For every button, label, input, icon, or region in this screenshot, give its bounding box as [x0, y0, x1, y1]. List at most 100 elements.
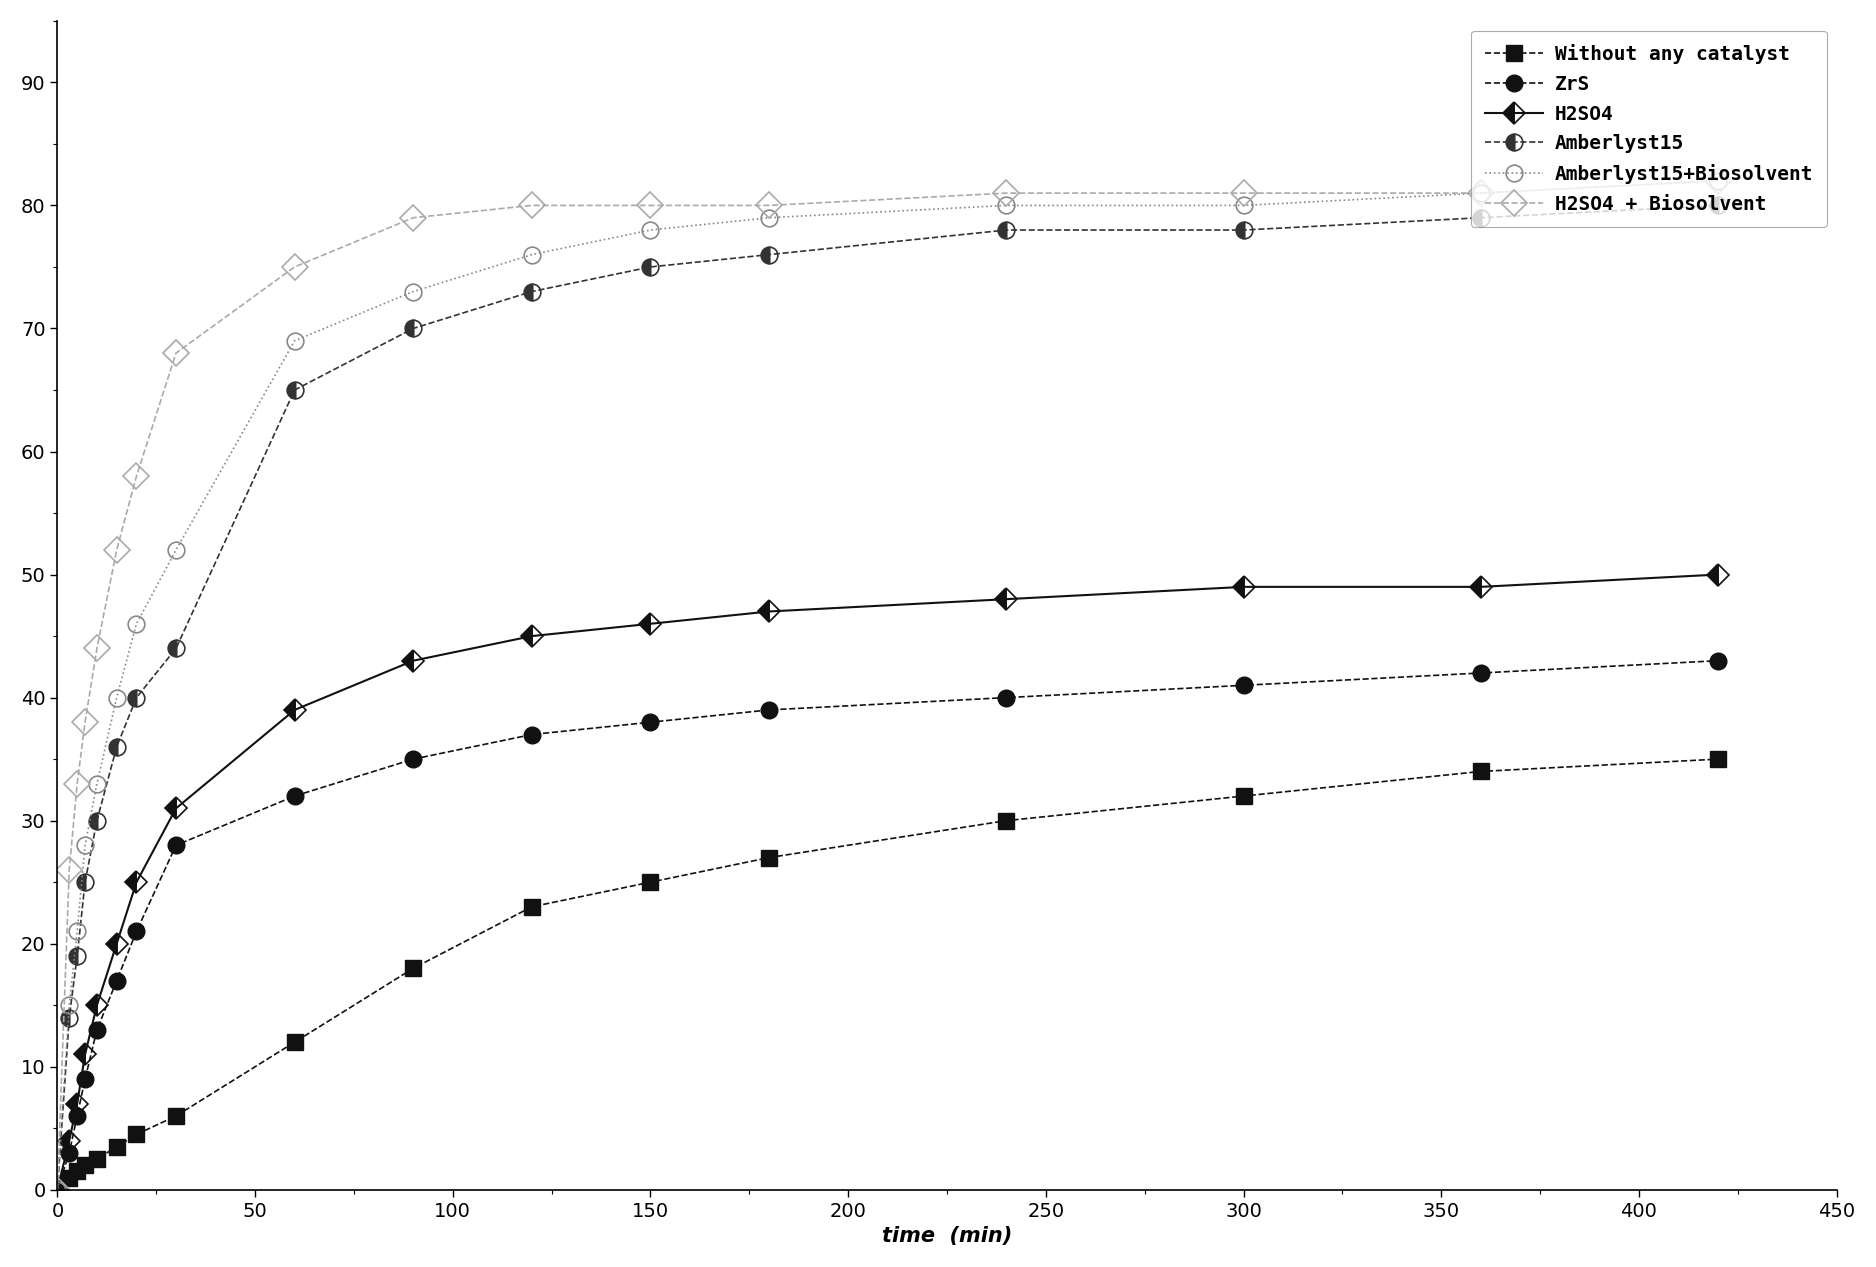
H2SO4 + Biosolvent — [401, 210, 424, 226]
Without any catalyst — [283, 1035, 306, 1050]
Amberlyst15+Biosolvent — [58, 997, 81, 1012]
Amberlyst15 — [522, 284, 544, 299]
Without any catalyst — [73, 1158, 96, 1173]
Without any catalyst — [640, 874, 662, 889]
Without any catalyst — [105, 1139, 128, 1154]
Amberlyst15 — [58, 1010, 81, 1025]
ZrS — [58, 1145, 81, 1161]
Line: H2SO4 + Biosolvent: H2SO4 + Biosolvent — [49, 172, 1728, 1199]
H2SO4 + Biosolvent — [283, 260, 306, 275]
Amberlyst15+Biosolvent — [73, 837, 96, 853]
H2SO4 — [165, 801, 188, 816]
H2SO4 — [994, 592, 1017, 607]
ZrS — [165, 837, 188, 853]
Without any catalyst — [126, 1126, 148, 1142]
H2SO4 — [1233, 579, 1255, 594]
Without any catalyst — [58, 1169, 81, 1185]
Without any catalyst — [66, 1164, 88, 1180]
Amberlyst15+Biosolvent — [283, 333, 306, 348]
H2SO4 — [283, 702, 306, 717]
ZrS — [73, 1072, 96, 1087]
H2SO4 — [758, 604, 780, 620]
Amberlyst15 — [758, 247, 780, 262]
Line: Without any catalyst: Without any catalyst — [51, 751, 1726, 1197]
Amberlyst15+Biosolvent — [66, 924, 88, 939]
H2SO4 + Biosolvent — [1707, 174, 1730, 189]
H2SO4 + Biosolvent — [640, 198, 662, 213]
ZrS — [401, 751, 424, 767]
Amberlyst15+Biosolvent — [105, 691, 128, 706]
Amberlyst15+Biosolvent — [401, 284, 424, 299]
H2SO4 + Biosolvent — [522, 198, 544, 213]
H2SO4 + Biosolvent — [165, 346, 188, 361]
H2SO4 + Biosolvent — [66, 777, 88, 792]
Amberlyst15+Biosolvent — [126, 616, 148, 631]
Amberlyst15 — [126, 691, 148, 706]
Amberlyst15 — [640, 260, 662, 275]
H2SO4 + Biosolvent — [105, 542, 128, 557]
ZrS — [1707, 653, 1730, 668]
ZrS — [1469, 665, 1491, 680]
H2SO4 — [66, 1096, 88, 1111]
Without any catalyst — [47, 1182, 69, 1197]
Without any catalyst — [994, 813, 1017, 829]
Without any catalyst — [522, 900, 544, 915]
H2SO4 — [73, 1047, 96, 1062]
H2SO4 — [47, 1182, 69, 1197]
Amberlyst15+Biosolvent — [165, 542, 188, 557]
H2SO4 + Biosolvent — [1233, 185, 1255, 200]
ZrS — [994, 691, 1017, 706]
Amberlyst15 — [283, 383, 306, 398]
Amberlyst15 — [165, 641, 188, 656]
ZrS — [86, 1022, 109, 1038]
H2SO4 — [1707, 566, 1730, 582]
H2SO4 — [1469, 579, 1491, 594]
Amberlyst15+Biosolvent — [640, 223, 662, 238]
Line: Amberlyst15: Amberlyst15 — [49, 198, 1726, 1199]
ZrS — [1233, 678, 1255, 693]
Amberlyst15+Biosolvent — [1233, 198, 1255, 213]
Amberlyst15 — [1233, 223, 1255, 238]
Legend: Without any catalyst, ZrS, H2SO4, Amberlyst15, Amberlyst15+Biosolvent, H2SO4 + B: Without any catalyst, ZrS, H2SO4, Amberl… — [1471, 30, 1827, 227]
Amberlyst15+Biosolvent — [758, 210, 780, 226]
Amberlyst15+Biosolvent — [86, 777, 109, 792]
H2SO4 — [401, 653, 424, 668]
Amberlyst15 — [86, 813, 109, 829]
H2SO4 + Biosolvent — [73, 715, 96, 730]
Without any catalyst — [1233, 788, 1255, 803]
H2SO4 + Biosolvent — [1469, 185, 1491, 200]
Without any catalyst — [165, 1109, 188, 1124]
H2SO4 + Biosolvent — [758, 198, 780, 213]
Amberlyst15 — [1469, 210, 1491, 226]
H2SO4 + Biosolvent — [58, 863, 81, 878]
Line: Amberlyst15+Biosolvent: Amberlyst15+Biosolvent — [49, 172, 1726, 1199]
Without any catalyst — [86, 1152, 109, 1167]
Without any catalyst — [1469, 764, 1491, 779]
Amberlyst15+Biosolvent — [994, 198, 1017, 213]
Without any catalyst — [401, 960, 424, 976]
H2SO4 — [522, 628, 544, 644]
Without any catalyst — [1707, 751, 1730, 767]
ZrS — [47, 1182, 69, 1197]
ZrS — [105, 973, 128, 988]
H2SO4 — [640, 616, 662, 631]
Without any catalyst — [758, 850, 780, 865]
Amberlyst15+Biosolvent — [1469, 185, 1491, 200]
ZrS — [758, 702, 780, 717]
Amberlyst15+Biosolvent — [1707, 174, 1730, 189]
H2SO4 — [86, 997, 109, 1012]
Amberlyst15+Biosolvent — [522, 247, 544, 262]
Line: H2SO4: H2SO4 — [51, 566, 1726, 1197]
Amberlyst15+Biosolvent — [47, 1182, 69, 1197]
H2SO4 — [105, 936, 128, 952]
Amberlyst15 — [47, 1182, 69, 1197]
ZrS — [283, 788, 306, 803]
ZrS — [66, 1109, 88, 1124]
ZrS — [126, 924, 148, 939]
H2SO4 + Biosolvent — [47, 1182, 69, 1197]
Amberlyst15 — [401, 321, 424, 336]
X-axis label: time  (min): time (min) — [882, 1226, 1013, 1247]
H2SO4 + Biosolvent — [126, 469, 148, 484]
H2SO4 + Biosolvent — [86, 641, 109, 656]
Amberlyst15 — [105, 739, 128, 754]
